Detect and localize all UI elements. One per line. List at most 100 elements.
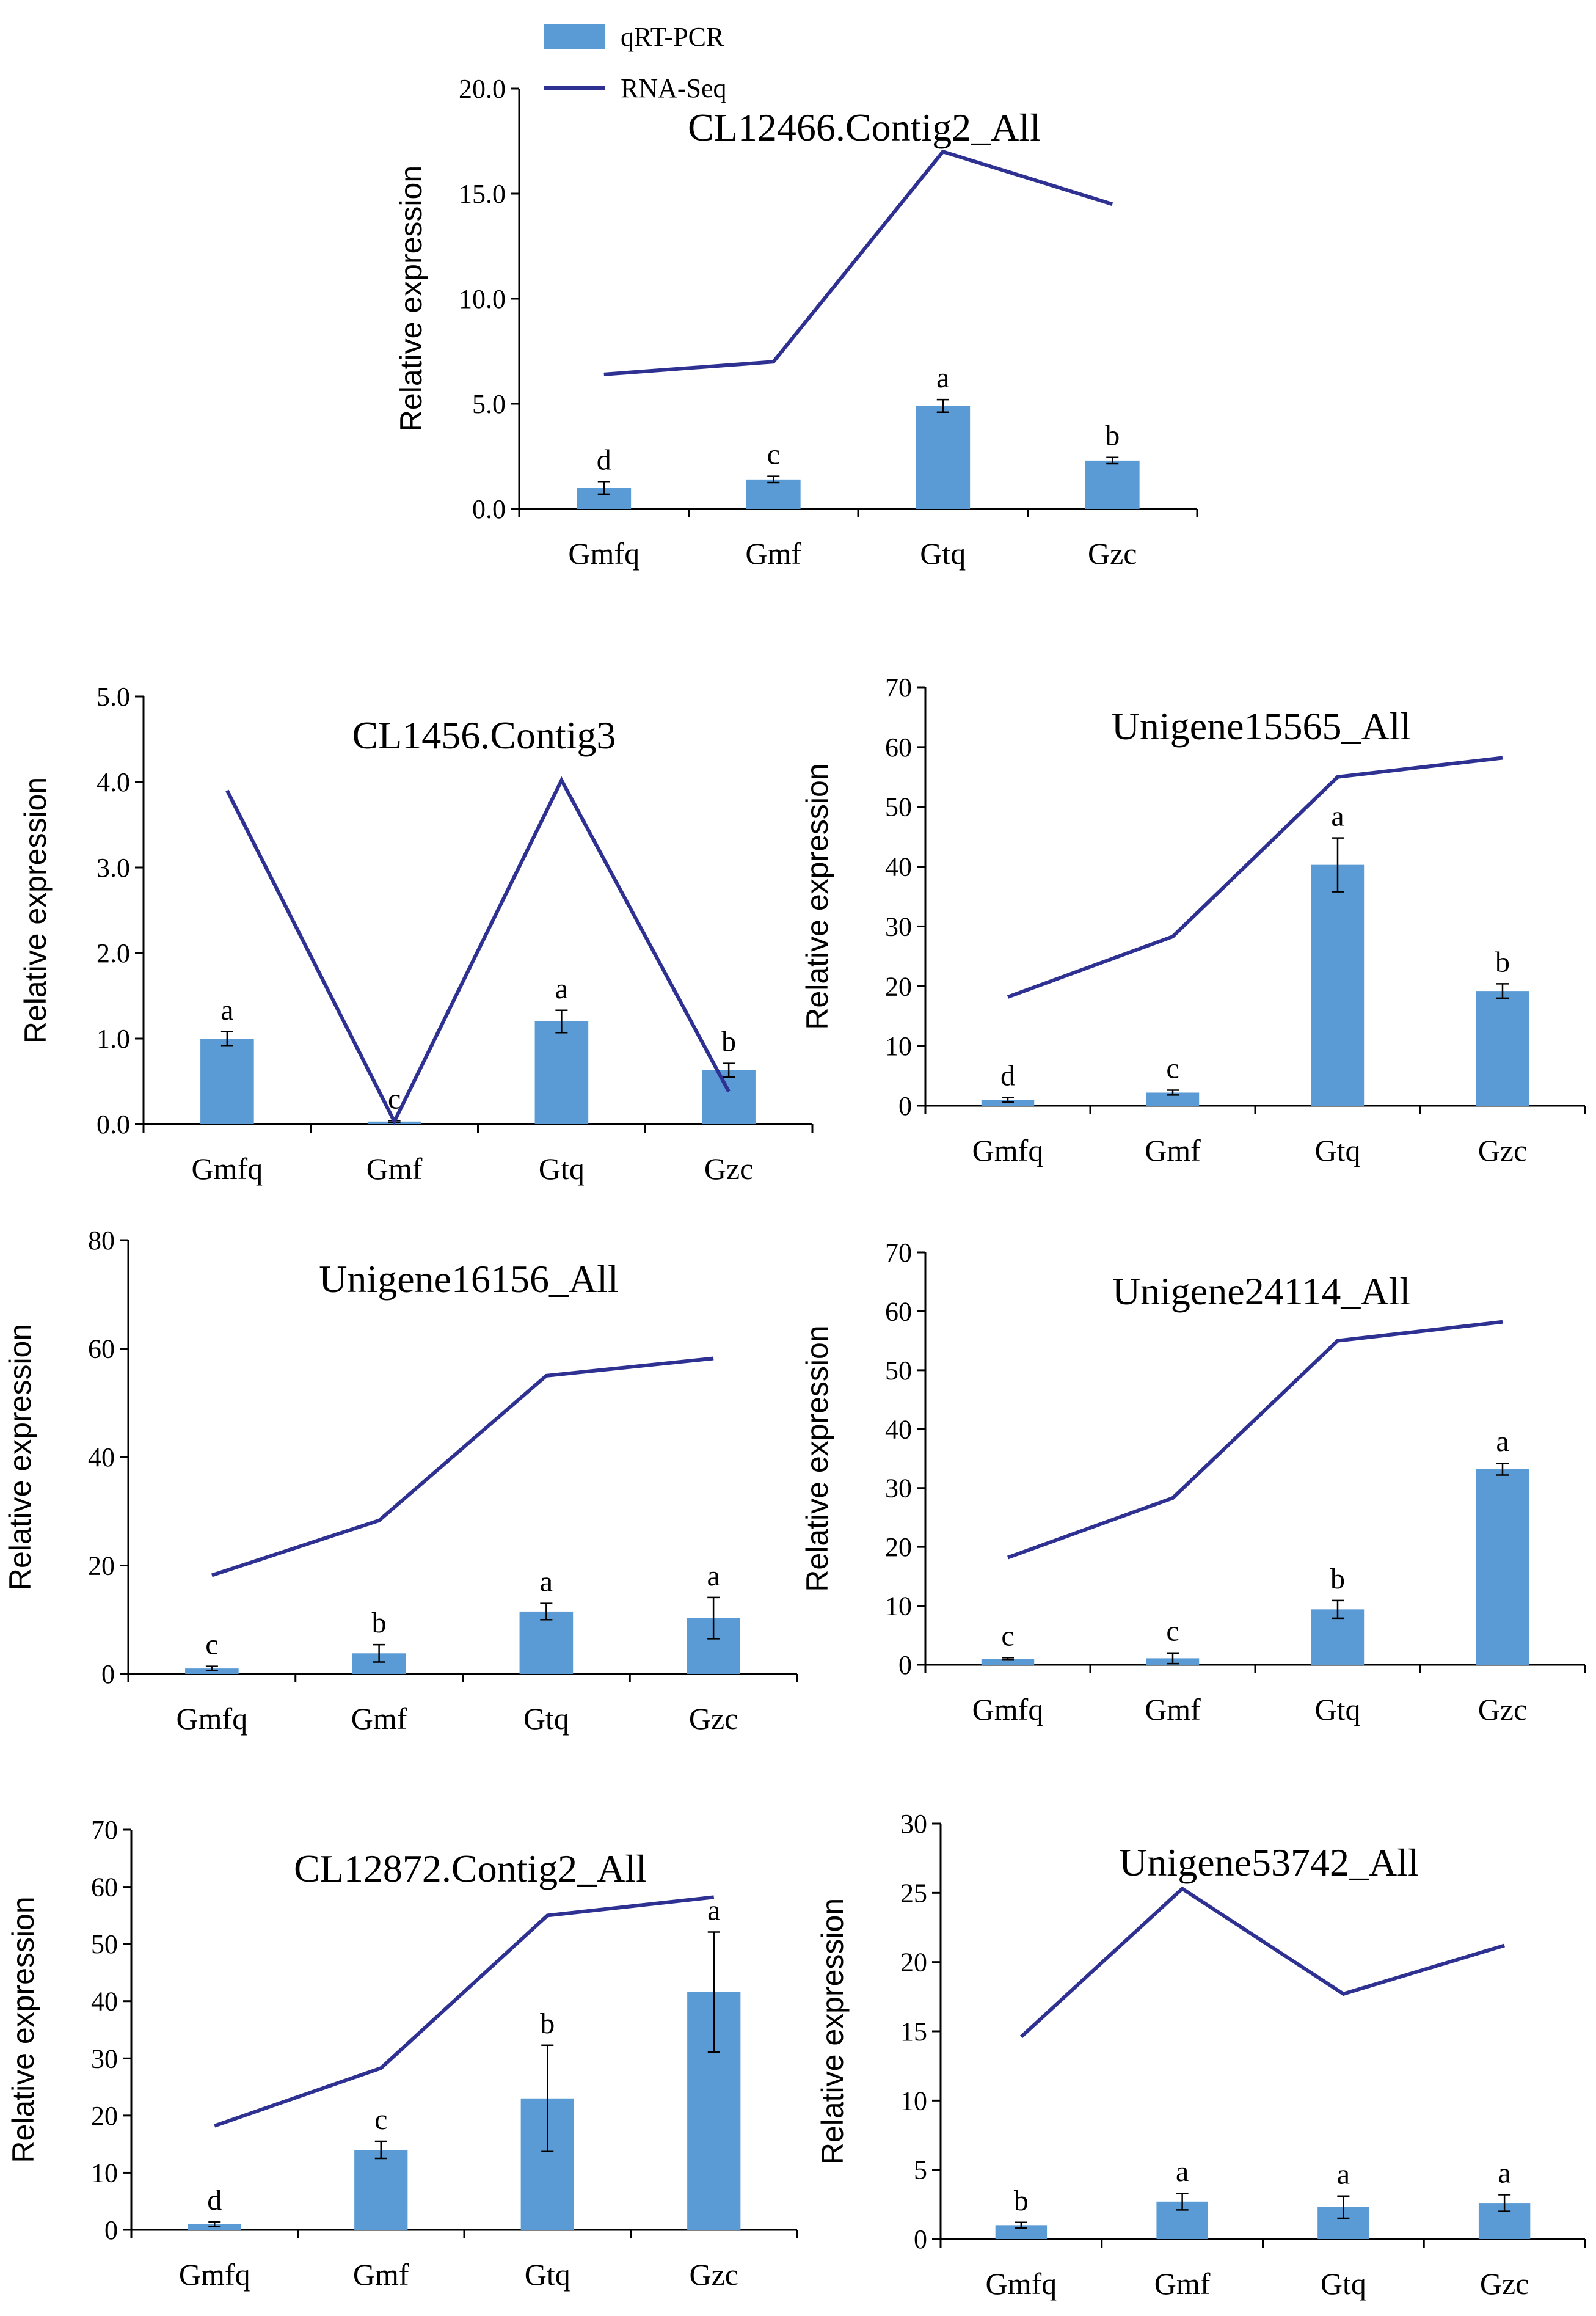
x-tick-label: Gtq — [523, 1701, 569, 1736]
y-tick-label: 0.0 — [97, 1109, 130, 1139]
legend: qRT-PCR RNA-Seq — [544, 11, 727, 114]
y-tick-label: 20 — [900, 1948, 927, 1978]
legend-label-qrt-pcr: qRT-PCR — [621, 21, 724, 52]
significance-letter: b — [1105, 420, 1120, 452]
y-tick-label: 40 — [88, 1442, 115, 1472]
legend-line-swatch — [544, 86, 605, 90]
y-tick-label: 0 — [898, 1650, 912, 1680]
y-tick-label: 20 — [88, 1551, 115, 1581]
x-tick-label: Gzc — [1478, 1692, 1528, 1726]
significance-letter: c — [767, 439, 780, 471]
bar — [1476, 1469, 1529, 1665]
y-tick-label: 70 — [91, 1815, 118, 1845]
x-tick-label: Gmfq — [192, 1152, 263, 1186]
bar — [1311, 864, 1365, 1106]
x-tick-label: Gmf — [1145, 1692, 1201, 1726]
y-tick-label: 10 — [900, 2086, 927, 2116]
significance-letter: b — [1330, 1563, 1345, 1595]
significance-letter: a — [540, 1566, 553, 1598]
significance-letter: c — [205, 1629, 218, 1661]
y-axis-label: Relative expression — [800, 1325, 834, 1591]
chart-title: Unigene16156_All — [319, 1257, 619, 1301]
significance-letter: b — [372, 1607, 387, 1639]
significance-letter: c — [388, 1083, 401, 1115]
rna-seq-line — [1019, 1886, 1505, 2039]
bar — [534, 1021, 589, 1124]
significance-letter: a — [1331, 800, 1344, 833]
x-tick-label: Gzc — [704, 1152, 754, 1186]
significance-letter: d — [207, 2184, 222, 2216]
bar — [995, 2225, 1048, 2239]
y-tick-label: 50 — [885, 1356, 912, 1386]
y-tick-label: 10 — [885, 1031, 912, 1061]
rna-seq-line — [225, 776, 731, 1126]
significance-letter: d — [597, 444, 611, 476]
y-tick-label: 20.0 — [459, 74, 506, 104]
x-tick-label: Gtq — [1315, 1692, 1361, 1726]
chart-title: CL12466.Contig2_All — [688, 106, 1041, 149]
significance-letter: b — [1495, 946, 1510, 978]
chart-panel-6: 0 10 20 30 40 50 60 70 Gmfq Gmf Gtq Gzc CL12872.Cont… — [6, 1815, 798, 2292]
x-tick-label: Gmf — [353, 2257, 409, 2292]
significance-letter: b — [1014, 2185, 1029, 2217]
y-tick-label: 40 — [885, 1414, 912, 1444]
x-tick-label: Gmfq — [972, 1133, 1044, 1167]
chart-title: Unigene24114_All — [1112, 1269, 1410, 1313]
x-tick-label: Gmfq — [986, 2267, 1057, 2301]
y-tick-label: 30 — [885, 1474, 912, 1503]
y-axis-label: Relative expression — [18, 777, 53, 1043]
chart-title: Unigene15565_All — [1112, 704, 1412, 748]
chart-title: CL1456.Contig3 — [352, 714, 616, 757]
x-tick-label: Gtq — [525, 2257, 570, 2292]
legend-label-rna-seq: RNA-Seq — [621, 73, 727, 103]
bar — [702, 1070, 756, 1124]
legend-item-rna-seq: RNA-Seq — [544, 62, 727, 114]
significance-letter: a — [1498, 2157, 1510, 2189]
x-tick-label: Gzc — [1480, 2267, 1529, 2301]
y-tick-label: 60 — [91, 1872, 118, 1902]
significance-letter: a — [1176, 2155, 1189, 2188]
chart-panel-2: 0.0 1.0 2.0 3.0 4.0 5.0 Gmfq Gmf Gtq Gzc CL1456.Co… — [18, 682, 814, 1186]
x-tick-label: Gzc — [690, 2257, 739, 2292]
chart-panel-5: 0 10 20 30 40 50 60 70 Gmfq Gmf Gtq Gzc Unigene24114… — [800, 1238, 1586, 1726]
x-tick-label: Gmf — [1154, 2267, 1211, 2301]
y-tick-label: 20 — [885, 1532, 912, 1562]
y-axis-label: Relative expression — [815, 1898, 850, 2164]
bar — [354, 2150, 408, 2230]
y-tick-label: 10.0 — [459, 284, 506, 314]
chart-panel-3: 0 10 20 30 40 50 60 70 Gmfq Gmf Gtq Gzc Unigene15565… — [800, 673, 1586, 1167]
bar — [1476, 991, 1529, 1106]
y-tick-label: 60 — [885, 1296, 912, 1326]
x-tick-label: Gtq — [1315, 1133, 1361, 1167]
x-tick-label: Gmf — [1145, 1133, 1201, 1167]
y-tick-label: 70 — [885, 1238, 912, 1268]
x-tick-label: Gmfq — [568, 536, 639, 571]
y-tick-label: 2.0 — [97, 938, 130, 968]
y-axis-label: Relative expression — [3, 1324, 37, 1590]
significance-letter: b — [721, 1026, 736, 1058]
significance-letter: c — [374, 2103, 387, 2136]
y-tick-label: 30 — [885, 911, 912, 941]
y-tick-label: 60 — [885, 732, 912, 762]
significance-letter: a — [1337, 2158, 1350, 2191]
significance-letter: a — [707, 1560, 720, 1592]
chart-panel-4: 0 20 40 60 80 Gmfq Gmf Gtq Gzc Unigene16156_All Re… — [3, 1226, 798, 1736]
bar — [200, 1039, 254, 1124]
significance-letter: c — [1166, 1615, 1179, 1648]
significance-letter: a — [555, 973, 568, 1005]
y-tick-label: 40 — [885, 852, 912, 882]
x-tick-label: Gzc — [689, 1701, 738, 1736]
legend-item-qrt-pcr: qRT-PCR — [544, 11, 727, 62]
y-tick-label: 25 — [900, 1878, 927, 1908]
y-tick-label: 30 — [91, 2044, 118, 2073]
x-tick-label: Gzc — [1088, 536, 1137, 571]
y-tick-label: 20 — [885, 971, 912, 1001]
x-tick-label: Gmfq — [972, 1692, 1044, 1726]
x-tick-label: Gtq — [1321, 2267, 1366, 2301]
y-axis-label: Relative expression — [394, 166, 428, 432]
y-tick-label: 5 — [914, 2155, 927, 2185]
x-tick-label: Gtq — [539, 1152, 585, 1186]
y-tick-label: 80 — [88, 1226, 115, 1255]
chart-panel-7: 0 5 10 15 20 25 30 Gmfq Gmf Gtq Gzc Unigene53742_Al… — [815, 1809, 1586, 2301]
bar — [981, 1659, 1035, 1665]
